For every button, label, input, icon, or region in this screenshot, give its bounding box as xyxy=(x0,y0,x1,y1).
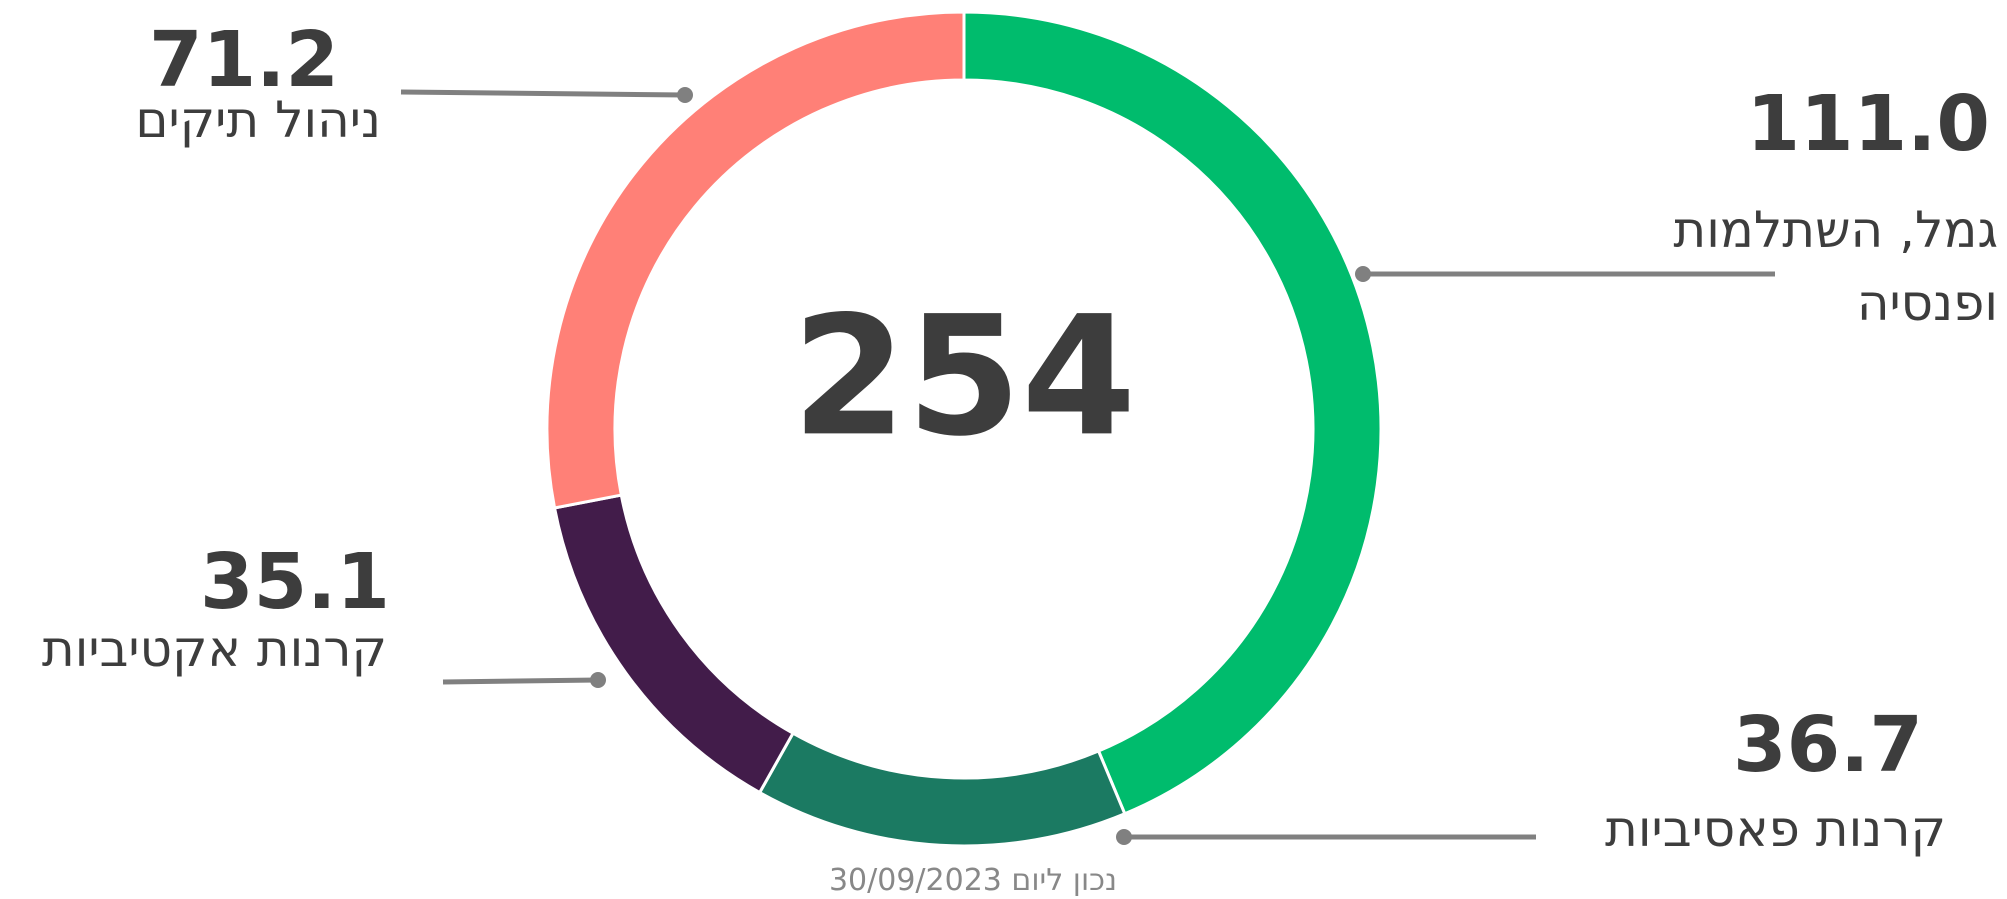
center-total: 254 xyxy=(792,280,1136,472)
donut-segment xyxy=(552,493,796,795)
category-label: קרנות פאסיביות xyxy=(1605,800,1946,858)
leader-line xyxy=(442,677,599,685)
category-label: ניהול תיקים xyxy=(135,91,381,149)
leader-line xyxy=(400,89,686,98)
value-label: 35.1 xyxy=(200,538,390,627)
category-label: גמל, השתלמות ופנסיה xyxy=(1673,201,1998,332)
leader-dot xyxy=(1116,829,1132,845)
donut-segment xyxy=(545,10,966,510)
donut-segment xyxy=(757,731,1127,848)
value-label: 71.2 xyxy=(149,16,339,105)
leader-dot xyxy=(590,672,606,688)
leader-dot xyxy=(677,87,693,103)
value-label: 111.0 xyxy=(1746,80,1990,169)
category-label: קרנות אקטיביות xyxy=(41,620,387,678)
footnote: נכון ליום 30/09/2023 xyxy=(828,863,1118,898)
leader-dot xyxy=(1355,266,1371,282)
donut-segment xyxy=(962,10,1383,816)
value-label: 36.7 xyxy=(1733,701,1923,790)
